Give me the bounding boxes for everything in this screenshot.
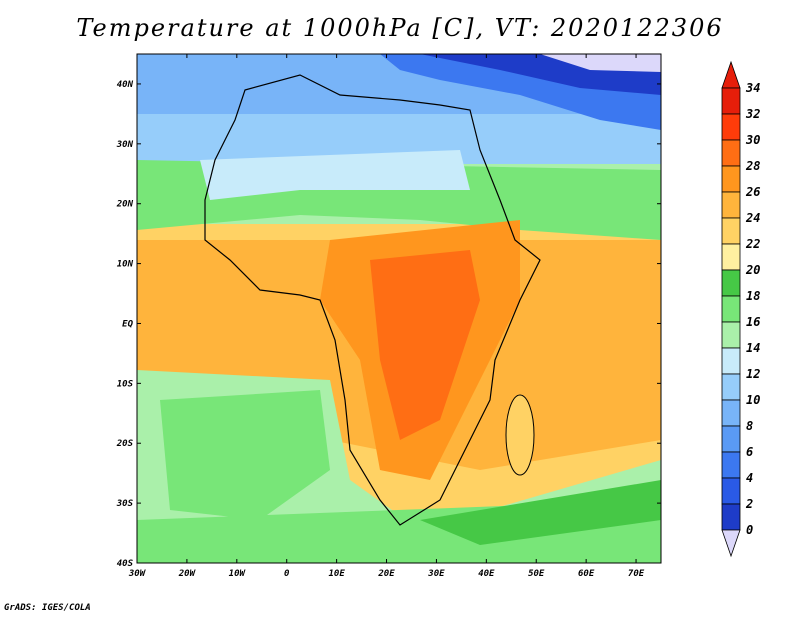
lon-tick-label: 0	[284, 569, 290, 579]
colorbar-box	[721, 191, 741, 219]
colorbar-under-triangle	[721, 529, 741, 558]
colorbar-over-triangle	[721, 60, 741, 89]
colorbar-box	[721, 139, 741, 167]
colorbar-label: 2	[745, 497, 753, 511]
colorbar-box	[721, 477, 741, 505]
map-title: Temperature at 1000hPa [C], VT: 20201223…	[76, 14, 724, 42]
lat-tick-label: 10N	[117, 260, 134, 270]
lon-tick-label: 20W	[178, 569, 197, 579]
lat-tick-label: 30S	[116, 499, 134, 509]
lat-tick-label: 40S	[117, 559, 134, 569]
colorbar-box	[721, 295, 741, 323]
colorbar-label: 12	[746, 367, 760, 381]
colorbar-box	[721, 217, 741, 245]
coastline	[204, 74, 541, 526]
colorbar-box	[721, 347, 741, 375]
lat-tick-label: 40N	[117, 80, 134, 90]
lon-tick-label: 10E	[328, 569, 345, 579]
colorbar-label: 28	[745, 159, 760, 173]
colorbar-label: 18	[746, 289, 760, 303]
lon-tick-label: 40E	[478, 569, 495, 579]
colorbar-box	[721, 113, 741, 141]
colorbar-box	[721, 243, 741, 271]
colorbar-label: 24	[745, 211, 760, 225]
colorbar-label: 20	[745, 263, 760, 277]
colorbar-box	[721, 425, 741, 453]
colorbar-box	[721, 87, 741, 115]
colorbar-box	[721, 373, 741, 401]
lon-tick-label: 30E	[427, 569, 445, 579]
lon-tick-label: 60E	[578, 569, 595, 579]
colorbar-label: 32	[745, 107, 760, 121]
lat-tick-label: 20S	[116, 439, 134, 449]
colorbar-box	[721, 321, 741, 349]
lon-tick-label: 50E	[528, 569, 545, 579]
colorbar-box	[721, 503, 741, 531]
lon-tick-label: 30W	[128, 569, 147, 579]
colorbar-label: 34	[745, 81, 760, 95]
temperature-field	[137, 54, 661, 563]
credit-label: GrADS: IGES/COLA	[4, 603, 91, 613]
colorbar-box	[721, 451, 741, 479]
lat-tick-label: EQ	[122, 319, 133, 329]
colorbar-label: 8	[746, 419, 753, 433]
colorbar-box	[721, 269, 741, 297]
lon-tick-label: 10W	[229, 569, 247, 579]
lat-tick-label: 10S	[117, 379, 134, 389]
colorbar-box	[721, 165, 741, 193]
colorbar-label: 6	[746, 445, 753, 459]
colorbar-label: 10	[746, 393, 760, 407]
colorbar-label: 4	[746, 471, 753, 485]
colorbar-label: 22	[745, 237, 760, 251]
plot-frame	[136, 53, 662, 564]
lat-tick-label: 20N	[116, 200, 134, 210]
colorbar-box	[721, 399, 741, 427]
lon-tick-label: 20E	[377, 569, 395, 579]
colorbar-label: 30	[745, 133, 760, 147]
colorbar-label: 16	[746, 315, 760, 329]
lon-tick-label: 70E	[628, 569, 645, 579]
axis-ticks: 30W 20W 10W 0 10E 20E 30E 40E 50E 60E 70E 40N 30N 20N…	[116, 54, 661, 579]
colorbar-label: 14	[746, 341, 760, 355]
lat-tick-label: 30N	[116, 140, 134, 150]
colorbar-label: 0	[746, 523, 753, 537]
colorbar-label: 26	[745, 185, 760, 199]
